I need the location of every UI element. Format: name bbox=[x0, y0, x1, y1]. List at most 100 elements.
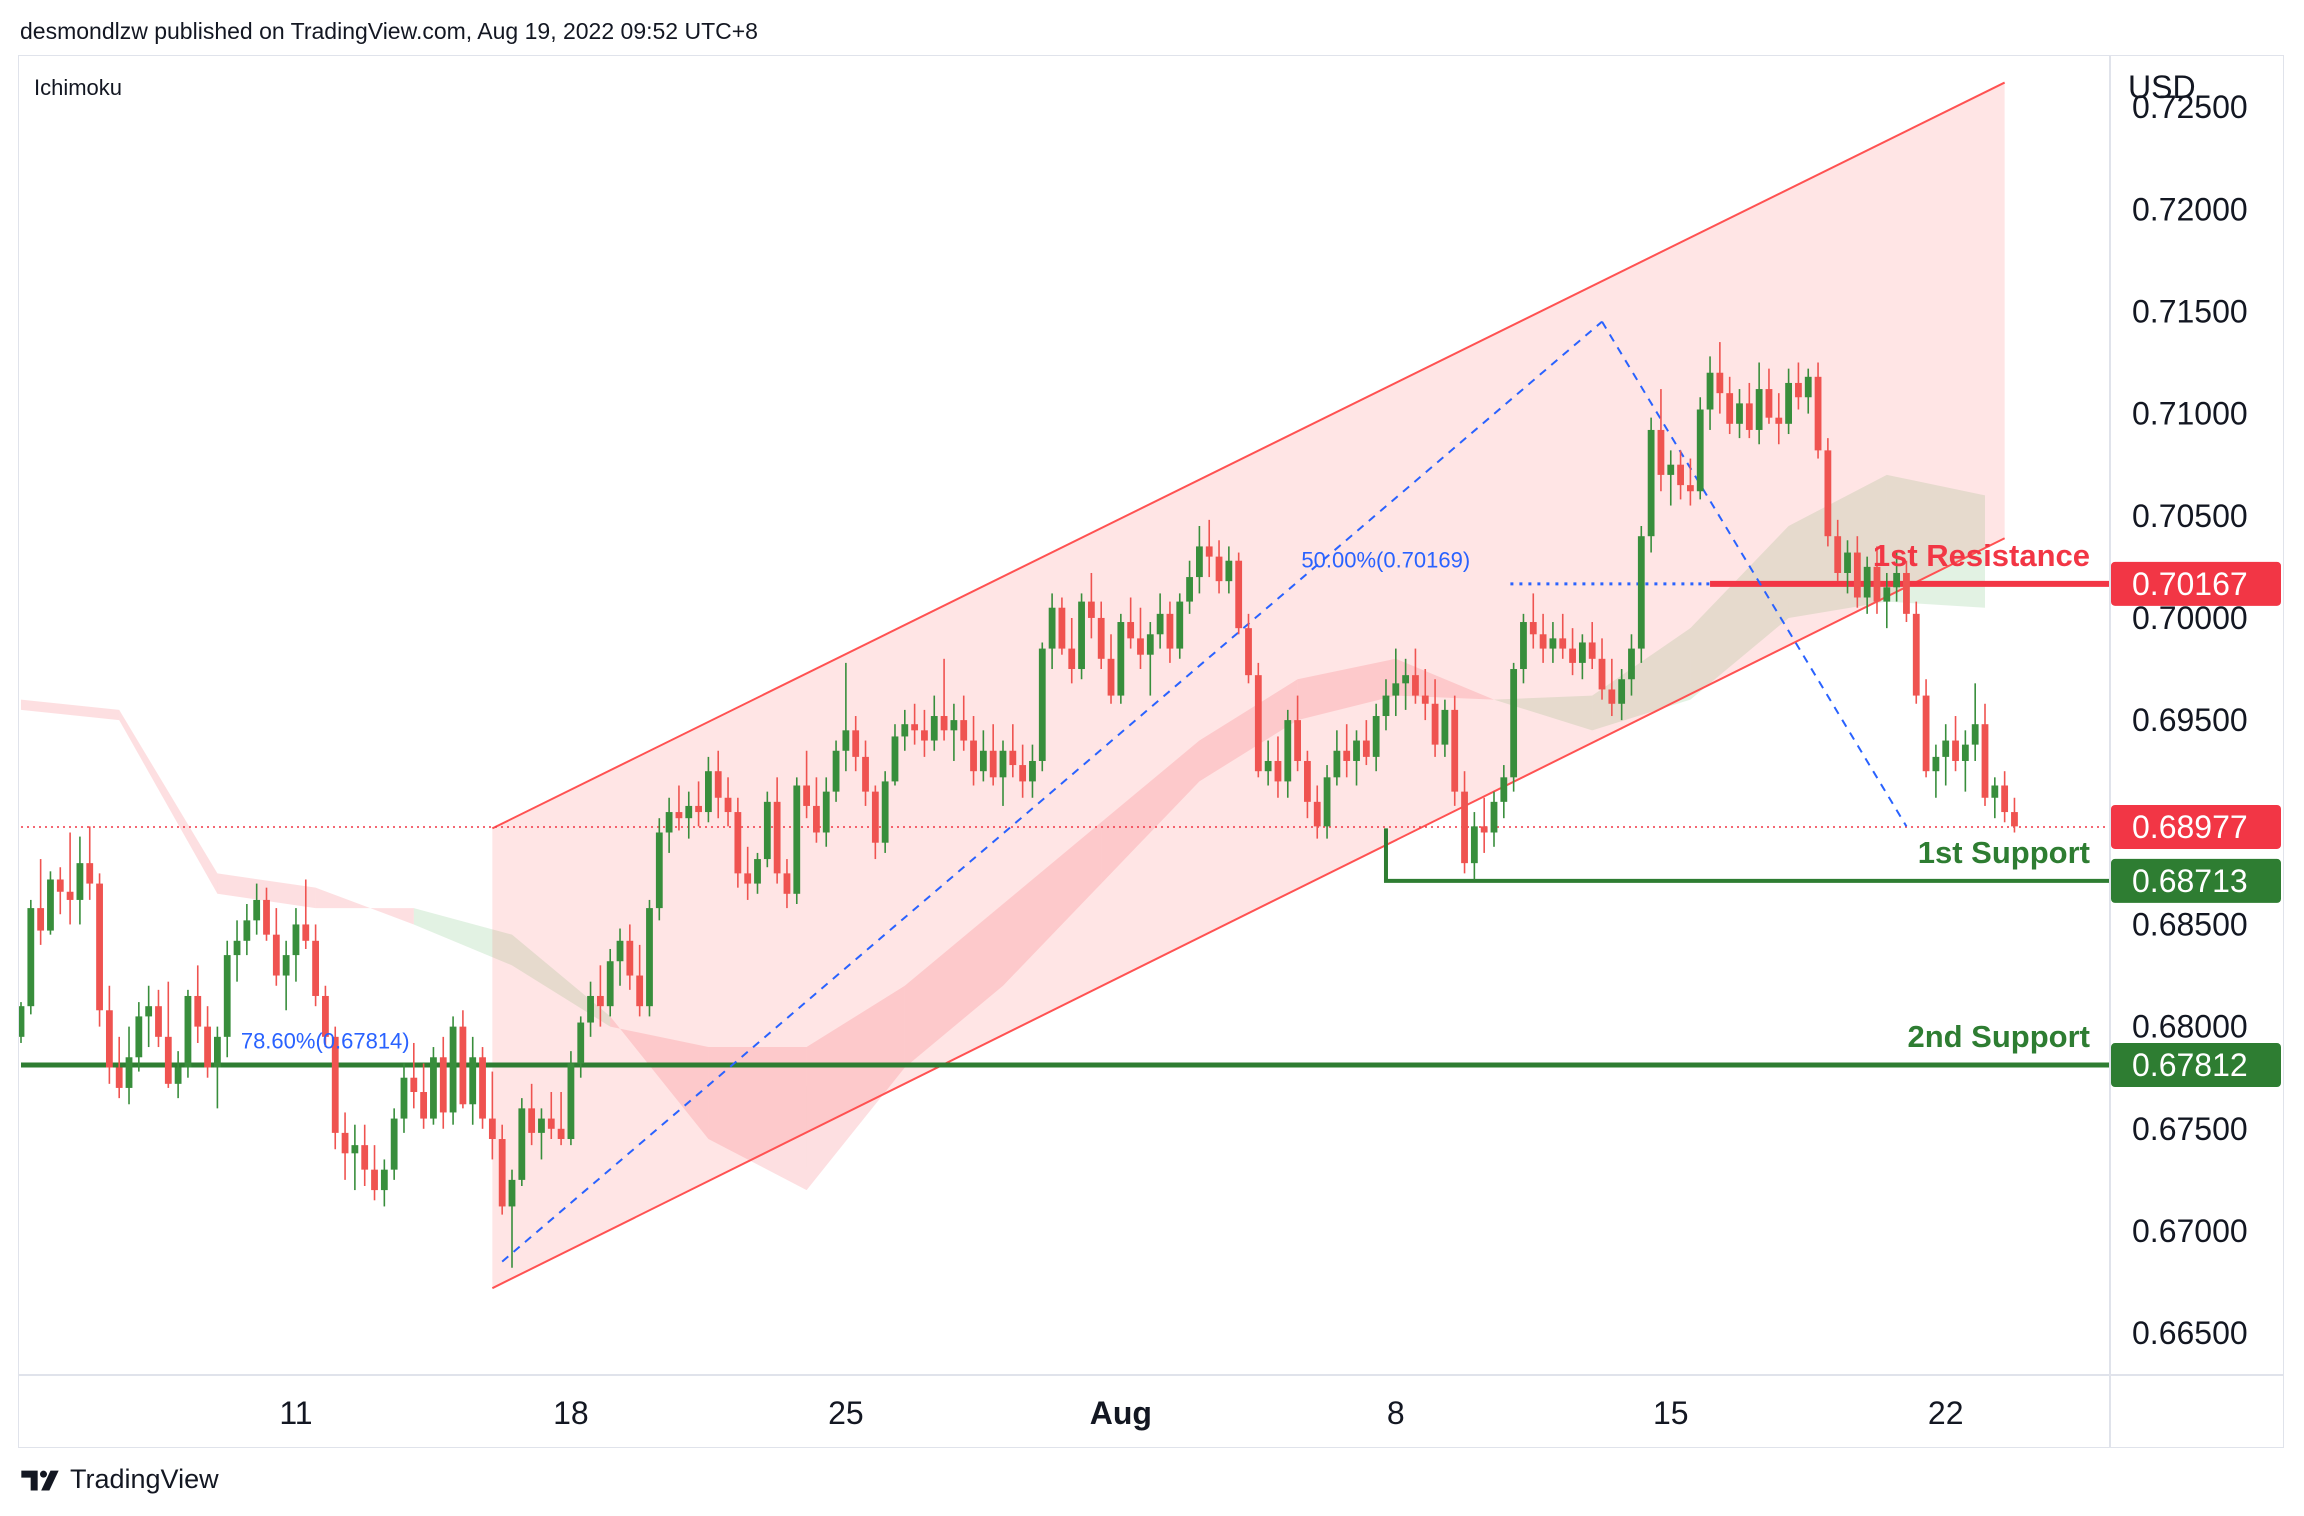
x-axis[interactable]: 11 18 25 Aug 8 15 22 bbox=[279, 1395, 1963, 1431]
candle-body bbox=[911, 724, 919, 731]
candle-body bbox=[744, 873, 752, 884]
candle-body bbox=[842, 730, 850, 751]
candle bbox=[1294, 695, 1301, 772]
indicator-label[interactable]: Ichimoku bbox=[34, 75, 123, 100]
candle-body bbox=[1834, 536, 1842, 573]
candle bbox=[1726, 376, 1734, 435]
candle-body bbox=[1952, 740, 1959, 761]
candle-body bbox=[2011, 812, 2018, 827]
candle bbox=[1687, 458, 1694, 506]
cloud-segment bbox=[610, 1016, 709, 1140]
cloud-segment bbox=[512, 934, 611, 1027]
candle-body bbox=[420, 1092, 428, 1119]
cloud-segment bbox=[1592, 628, 1691, 731]
candle bbox=[1235, 552, 1243, 635]
cloud-segment bbox=[1199, 679, 1298, 782]
candle-body bbox=[1569, 648, 1576, 663]
candle bbox=[1254, 662, 1262, 778]
support1-line bbox=[1383, 828, 2109, 883]
candle-body bbox=[724, 797, 732, 813]
candle bbox=[1618, 669, 1626, 721]
candles bbox=[19, 342, 2018, 1268]
candle bbox=[115, 1036, 123, 1099]
y-tick-label: 0.68000 bbox=[2132, 1009, 2248, 1045]
candle-body bbox=[272, 934, 280, 976]
candle-body bbox=[1942, 740, 1950, 757]
candle bbox=[1804, 368, 1812, 414]
y-tick-label: 0.67500 bbox=[2132, 1111, 2248, 1147]
candle-body bbox=[1736, 403, 1743, 424]
candle bbox=[1176, 593, 1184, 659]
candle-body bbox=[1971, 724, 1979, 745]
candle-body bbox=[145, 1006, 153, 1017]
candle bbox=[1304, 750, 1311, 819]
candle bbox=[596, 965, 604, 1027]
candle-body bbox=[1677, 464, 1684, 486]
candle-body bbox=[685, 805, 693, 819]
candle bbox=[145, 985, 153, 1048]
candle bbox=[430, 1047, 437, 1125]
candle-body bbox=[37, 908, 45, 931]
x-tick-label: 8 bbox=[1387, 1395, 1405, 1431]
price-tags: 0.70167 0.68977 0.68713 0.67812 bbox=[2111, 561, 2281, 1088]
candle-body bbox=[1912, 613, 1920, 696]
candle bbox=[1019, 744, 1027, 798]
candle-body bbox=[1127, 622, 1135, 639]
candle bbox=[1009, 724, 1017, 778]
candle bbox=[223, 940, 231, 1058]
candle-body bbox=[587, 995, 594, 1023]
candle-body bbox=[1893, 572, 1901, 588]
price-tag-label: 0.68977 bbox=[2132, 809, 2248, 845]
candle bbox=[1745, 382, 1753, 439]
tradingview-brand: TradingView bbox=[70, 1464, 219, 1494]
candle-body bbox=[1029, 760, 1036, 782]
candle bbox=[1029, 744, 1036, 798]
candle bbox=[1775, 393, 1783, 445]
candle bbox=[1421, 669, 1429, 721]
candle-body bbox=[714, 771, 722, 798]
candle-body bbox=[488, 1118, 496, 1140]
candle bbox=[1637, 525, 1645, 663]
candle-body bbox=[822, 791, 830, 833]
cloud-segment bbox=[1690, 525, 1789, 700]
candle bbox=[400, 1063, 408, 1133]
candle bbox=[1205, 519, 1213, 578]
candle bbox=[1922, 679, 1930, 778]
candle-body bbox=[1687, 485, 1694, 492]
candle-body bbox=[1765, 389, 1773, 418]
candle-body bbox=[1961, 744, 1969, 761]
candle bbox=[498, 1124, 506, 1215]
candle-body bbox=[361, 1145, 369, 1170]
candle bbox=[538, 1108, 545, 1160]
candle-body bbox=[105, 1010, 113, 1068]
candle-body bbox=[1196, 546, 1203, 578]
candle-body bbox=[1549, 638, 1557, 649]
candle bbox=[1785, 368, 1792, 435]
y-tick-label: 0.69500 bbox=[2132, 702, 2248, 738]
cloud-segment bbox=[1003, 822, 1102, 986]
price-tag-label: 0.68713 bbox=[2132, 863, 2248, 899]
candle bbox=[1402, 658, 1410, 710]
candle bbox=[1765, 368, 1773, 424]
candle-body bbox=[577, 1022, 585, 1064]
candle-body bbox=[96, 883, 103, 1011]
candle bbox=[76, 836, 84, 925]
candle bbox=[606, 948, 614, 1017]
cloud-segment bbox=[1886, 474, 1985, 608]
cloud-segment bbox=[119, 709, 218, 894]
candle bbox=[1520, 613, 1527, 684]
y-axis[interactable]: 0.72500 0.72000 0.71500 0.71000 0.70500 0.700… bbox=[2132, 89, 2248, 1351]
candle-body bbox=[400, 1077, 408, 1119]
fib-retracement-line bbox=[501, 320, 1603, 1263]
candle-body bbox=[1245, 628, 1252, 676]
candle bbox=[871, 785, 879, 860]
y-tick-label: 0.68500 bbox=[2132, 906, 2248, 942]
candle-body bbox=[184, 995, 192, 1068]
candle bbox=[587, 981, 594, 1037]
publisher-header: desmondlzw published on TradingView.com,… bbox=[20, 18, 758, 44]
candle-body bbox=[66, 891, 74, 900]
candle-body bbox=[430, 1057, 437, 1119]
candle-body bbox=[1598, 658, 1606, 690]
candle bbox=[1284, 709, 1292, 798]
